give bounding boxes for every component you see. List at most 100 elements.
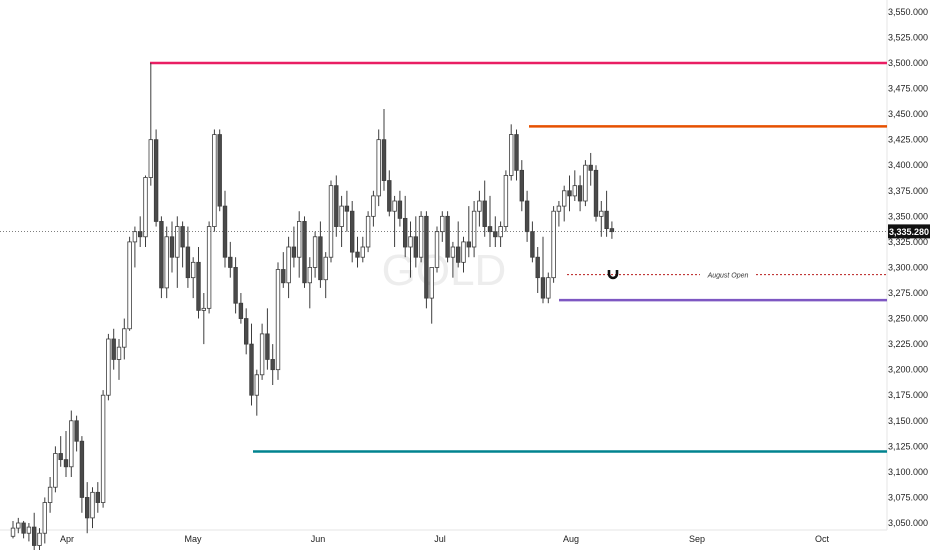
price-axis-tick-label: 3,475.000 — [888, 84, 928, 94]
price-axis-tick-label: 3,250.000 — [888, 314, 928, 324]
candle-body-down — [593, 169, 599, 217]
candle-body-up — [37, 532, 42, 546]
candle-body-down — [63, 459, 69, 468]
time-axis-tick-label: Aug — [563, 534, 579, 544]
candle-body-down — [249, 343, 254, 396]
candle-body-up — [477, 200, 482, 212]
time-axis-tick-label: Oct — [815, 534, 830, 544]
price-axis: 3,050.000 3,075.000 3,100.000 3,125.000 3,15… — [888, 7, 928, 528]
candle-body-down — [217, 134, 222, 207]
price-axis-tick-label: 3,400.000 — [888, 160, 928, 170]
candle-body-up — [599, 210, 604, 217]
candle-body-down — [153, 139, 159, 222]
candle-body-up — [254, 374, 259, 396]
time-axis-tick-label: Apr — [60, 534, 74, 544]
candle-body-down — [85, 497, 90, 519]
candle-body-up — [143, 177, 148, 238]
candle-body-down — [413, 236, 418, 258]
candle-body-down — [74, 420, 79, 442]
candle-body-down — [291, 246, 297, 258]
candle-body-down — [32, 526, 37, 546]
candle-body-down — [196, 261, 201, 311]
candle-body-up — [16, 522, 21, 529]
candle-body-down — [79, 440, 85, 498]
current-price-label: 3,335.280 — [889, 227, 929, 237]
candle-body-up — [286, 246, 291, 284]
candle-body-down — [466, 241, 471, 248]
candle-body-down — [387, 180, 392, 212]
candle-body-up — [429, 267, 434, 299]
candle-body-down — [514, 134, 519, 171]
candle-body-up — [307, 267, 312, 284]
price-axis-tick-label: 3,200.000 — [888, 365, 928, 375]
candle-body-up — [47, 486, 53, 503]
candle-body-up — [106, 338, 111, 396]
candle-body-up — [127, 241, 132, 330]
price-axis-tick-label: 3,375.000 — [888, 186, 928, 196]
candle-body-down — [159, 221, 164, 289]
price-axis-tick-label: 3,275.000 — [888, 288, 928, 298]
candle-body-up — [201, 307, 206, 311]
chart-watermark: GOLD — [382, 246, 507, 295]
candle-body-up — [26, 526, 32, 534]
candle-body-down — [95, 491, 100, 503]
candle-body-down — [577, 185, 583, 202]
candle-body-up — [339, 205, 344, 227]
candle-body-up — [461, 241, 466, 263]
candle-body-up — [122, 328, 127, 348]
candle-body-down — [265, 333, 270, 360]
candle-body-down — [604, 210, 609, 230]
price-axis-tick-label: 3,100.000 — [888, 467, 928, 477]
candle-body-up — [556, 205, 562, 212]
candle-body-down — [482, 200, 487, 227]
candle-body-up — [10, 527, 16, 537]
candle-body-up — [450, 246, 456, 258]
candle-body-down — [238, 302, 244, 319]
price-axis-tick-label: 3,050.000 — [888, 518, 928, 528]
candle-body-down — [424, 215, 429, 299]
price-axis-tick-label: 3,325.000 — [888, 237, 928, 247]
candle-body-down — [609, 228, 615, 233]
candle-body-up — [148, 139, 153, 178]
candle-body-down — [111, 338, 116, 360]
price-axis-tick-label: 3,075.000 — [888, 492, 928, 502]
candle-body-up — [312, 236, 318, 268]
candle-body-down — [524, 200, 530, 233]
candle-body-up — [116, 346, 122, 360]
candle-body-up — [206, 226, 212, 309]
candle-body-down — [302, 221, 307, 284]
candle-body-down — [455, 246, 461, 263]
candle-body-down — [397, 200, 403, 219]
time-axis-tick-label: Jun — [311, 534, 326, 544]
candle-body-down — [344, 205, 350, 212]
candle-body-down — [318, 236, 323, 281]
candle-body-up — [360, 246, 365, 258]
candle-body-up — [296, 221, 302, 258]
candle-body-up — [275, 269, 281, 371]
price-axis-tick-label: 3,450.000 — [888, 109, 928, 119]
price-axis-tick-label: 3,125.000 — [888, 441, 928, 451]
candles-layer — [10, 63, 615, 555]
candle-body-down — [233, 267, 238, 304]
candle-body-up — [572, 185, 577, 197]
price-axis-tick-label: 3,175.000 — [888, 390, 928, 400]
candle-body-down — [169, 236, 175, 258]
candle-body-down — [540, 277, 546, 299]
levels-layer — [150, 61, 887, 453]
candle-body-up — [328, 185, 334, 258]
candle-body-up — [508, 134, 514, 176]
price-axis-tick-label: 3,425.000 — [888, 135, 928, 145]
candle-body-up — [42, 502, 47, 534]
candle-body-up — [551, 210, 556, 279]
candle-body-up — [408, 236, 413, 248]
candle-body-down — [355, 251, 360, 258]
candle-body-up — [164, 236, 169, 289]
candle-body-up — [212, 134, 217, 227]
candle-body-down — [530, 231, 535, 258]
candle-body-up — [175, 226, 180, 258]
candle-body-down — [588, 164, 593, 171]
candle-body-up — [53, 453, 58, 488]
candle-body-down — [567, 190, 572, 197]
